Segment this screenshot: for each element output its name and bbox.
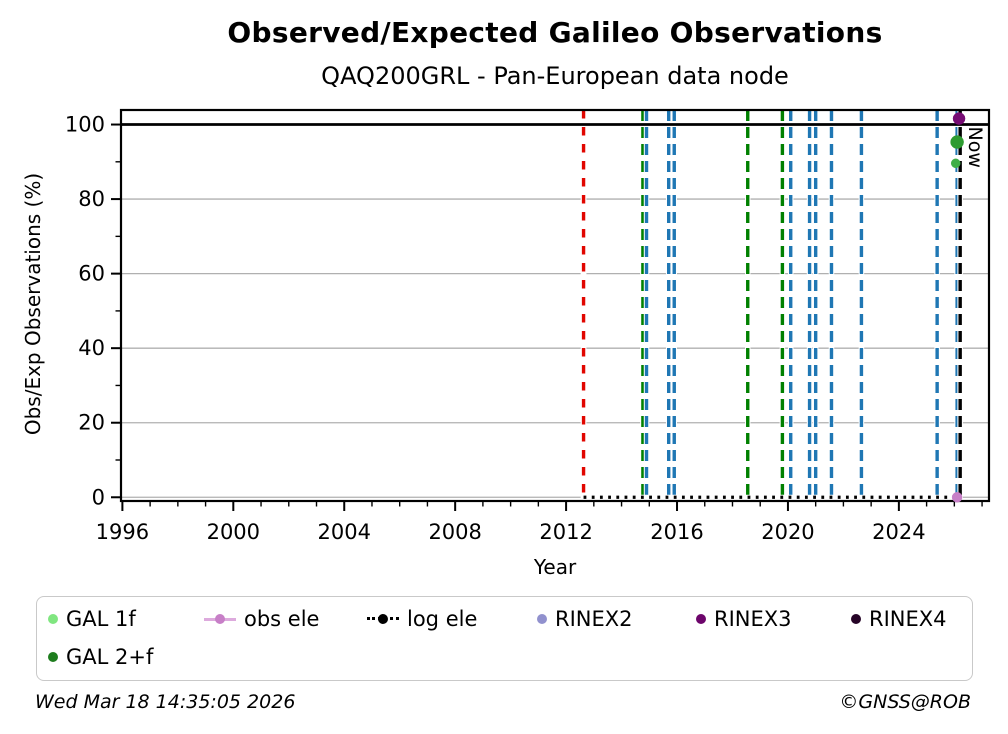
legend-label: RINEX4 xyxy=(869,607,947,631)
y-axis-label: Obs/Exp Observations (%) xyxy=(21,172,45,436)
data-point-gal-1f xyxy=(950,158,961,169)
data-point-gal-2-f xyxy=(950,135,964,149)
tick-label: 2024 xyxy=(872,520,925,544)
tick-label: 2012 xyxy=(539,520,592,544)
plot-frame xyxy=(119,108,991,503)
legend-item-rinex2: RINEX2 xyxy=(537,605,633,633)
tick-label: 40 xyxy=(78,336,105,360)
gal-1f-marker-icon xyxy=(48,614,58,624)
plot-timestamp: Wed Mar 18 14:35:05 2026 xyxy=(35,691,296,713)
tick-label: 60 xyxy=(78,262,105,286)
tick-label: 80 xyxy=(78,187,105,211)
rinex3-marker-icon xyxy=(696,614,706,624)
legend-label: obs ele xyxy=(244,607,320,631)
legend-item-rinex4: RINEX4 xyxy=(851,605,947,633)
legend-item-gal-1f: GAL 1f xyxy=(48,605,136,633)
chart-plot-area: 1996 2000 2004 2008 2012 2016 2020 2024 0 20 40 60 8… xyxy=(65,108,991,544)
x-axis-label: Year xyxy=(533,555,577,579)
legend-label: RINEX3 xyxy=(714,607,792,631)
legend-label: GAL 1f xyxy=(66,607,136,631)
legend-item-obs-ele: obs ele xyxy=(204,605,319,633)
tick-label: 20 xyxy=(78,411,105,435)
legend-item-log-ele: log ele xyxy=(367,605,477,633)
legend-item-rinex3: RINEX3 xyxy=(696,605,792,633)
tick-label: 2020 xyxy=(761,520,814,544)
chart-title: Observed/Expected Galileo Observations xyxy=(227,16,883,49)
data-point-obs-ele xyxy=(951,492,963,503)
rinex4-marker-icon xyxy=(851,614,861,624)
tick-label: 2000 xyxy=(207,520,260,544)
gal-2f-marker-icon xyxy=(48,652,58,662)
legend-label: GAL 2+f xyxy=(66,645,154,669)
obs-ele-marker-icon xyxy=(204,613,236,625)
rinex2-marker-icon xyxy=(537,614,547,624)
chart-subtitle: QAQ200GRL - Pan-European data node xyxy=(321,62,789,90)
tick-label: 0 xyxy=(92,485,105,509)
legend-item-gal-2f: GAL 2+f xyxy=(48,643,153,671)
now-label: Now xyxy=(964,127,986,168)
legend: GAL 1f obs ele log ele RINEX2 RINEX3 RIN… xyxy=(36,596,973,681)
tick-label: 2008 xyxy=(428,520,481,544)
legend-label: RINEX2 xyxy=(555,607,633,631)
tick-label: 1996 xyxy=(96,520,149,544)
tick-label: 2016 xyxy=(650,520,703,544)
copyright-label: ©GNSS@ROB xyxy=(839,691,971,713)
log-ele-marker-icon xyxy=(367,613,399,625)
legend-label: log ele xyxy=(407,607,478,631)
tick-label: 2004 xyxy=(318,520,371,544)
tick-label: 100 xyxy=(65,113,105,137)
data-point-rinex3 xyxy=(952,112,966,125)
